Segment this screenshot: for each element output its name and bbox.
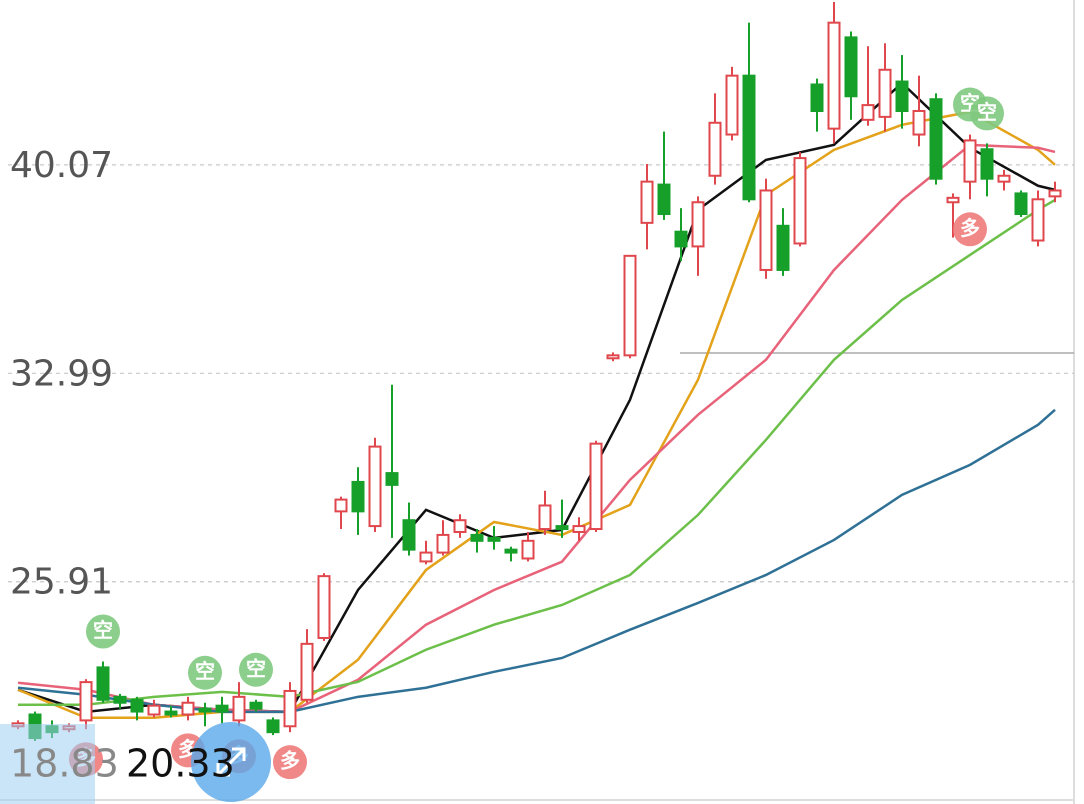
signal-label: 多 [280,749,300,773]
y-tick-label: 32.99 [10,353,113,394]
annotations: 18.83 20.33 [10,742,235,786]
candle-body [589,442,603,531]
overlay-panel[interactable] [0,724,95,804]
low-price-label: 18.83 [10,742,119,786]
candle-body [623,254,637,357]
candle-body [708,121,722,177]
candle-body [793,157,807,245]
candle-body [997,174,1011,183]
candle-body [232,695,246,722]
ma-line [18,198,1056,707]
candle-body [402,519,416,551]
expand-icon [216,747,246,777]
candle-body [521,539,535,560]
signal-label: 空 [93,618,113,642]
signal-badge [273,745,307,780]
candle-body [470,533,484,542]
candle-body [827,21,841,130]
candle-body [912,109,926,136]
candle-body [79,681,93,722]
candle-body [283,689,297,728]
signal-badge [86,614,120,649]
candle-body [113,695,127,704]
signal-badge [970,96,1004,131]
candle-body [147,704,161,716]
candle-body [742,74,756,201]
candle-body [487,536,501,542]
candle-body [249,701,263,710]
candle-body [385,472,399,486]
candle-body [572,525,586,533]
candle-body [538,504,552,531]
y-tick-label: 40.07 [10,145,113,186]
grid: 25.91 32.99 40.07 [8,145,1074,603]
signal-label: 空 [246,656,266,680]
candle-body [96,666,110,701]
candle-body [504,548,518,554]
candle-body [776,224,790,271]
candle-body [334,498,348,513]
candle-body [861,104,875,121]
candle-body [1048,189,1062,198]
candle-body [606,354,620,360]
candle-body [1014,192,1028,216]
candle-body [691,201,705,248]
candle-body [181,701,195,716]
candle-body [674,230,688,248]
candle-body [759,189,773,271]
candle-body [810,83,824,112]
candle-body [657,183,671,216]
candle-body [368,445,382,528]
candle-body [300,642,314,701]
candle-body [215,704,229,713]
candle-body [198,707,212,713]
candle-body [640,180,654,224]
signal-badge [953,212,987,247]
signal-badge [239,652,273,687]
candle-body [351,480,365,513]
candle-body [266,719,280,734]
signal-label: 空 [977,100,997,124]
candle-body [725,74,739,136]
candle-body [130,698,144,713]
candle-body [980,148,994,180]
candle-body [555,525,569,531]
candle-body [878,68,892,118]
candles [11,2,1062,741]
signal-badge [188,655,222,690]
candle-body [1031,198,1045,242]
signal-label: 空 [195,659,215,683]
candle-body [164,710,178,716]
candle-body [963,139,977,183]
candle-body [436,533,450,554]
candle-body [419,551,433,563]
candle-body [929,98,943,180]
price-label: 20.33 [126,742,235,786]
candle-body [453,519,467,533]
signal-label: 多 [960,216,980,240]
candle-body [946,196,960,204]
candle-body [844,36,858,98]
candle-body [895,80,909,112]
candle-body [317,575,331,639]
y-tick-label: 25.91 [10,562,113,603]
